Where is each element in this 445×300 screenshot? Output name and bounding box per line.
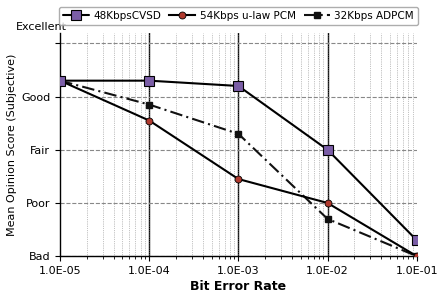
48KbpsCVSD [325,148,330,152]
48KbpsCVSD [57,79,63,83]
54Kbps u-law PCM [414,254,420,258]
54Kbps u-law PCM [57,79,63,83]
32Kbps ADPCM [146,103,152,106]
Line: 48KbpsCVSD: 48KbpsCVSD [55,76,421,245]
54Kbps u-law PCM [325,201,330,205]
Y-axis label: Mean Opinion Score (Subjective): Mean Opinion Score (Subjective) [7,53,17,236]
54Kbps u-law PCM [146,119,152,122]
Text: Excellent: Excellent [16,22,66,32]
32Kbps ADPCM [325,217,330,221]
Legend: 48KbpsCVSD, 54Kbps u-law PCM, 32Kbps ADPCM: 48KbpsCVSD, 54Kbps u-law PCM, 32Kbps ADP… [59,7,418,26]
48KbpsCVSD [146,79,152,83]
32Kbps ADPCM [236,132,241,136]
Line: 32Kbps ADPCM: 32Kbps ADPCM [57,78,420,259]
48KbpsCVSD [414,238,420,242]
Line: 54Kbps u-law PCM: 54Kbps u-law PCM [57,77,420,260]
54Kbps u-law PCM [236,177,241,181]
X-axis label: Bit Error Rate: Bit Error Rate [190,280,287,293]
32Kbps ADPCM [57,79,63,83]
48KbpsCVSD [236,84,241,88]
32Kbps ADPCM [414,254,420,258]
